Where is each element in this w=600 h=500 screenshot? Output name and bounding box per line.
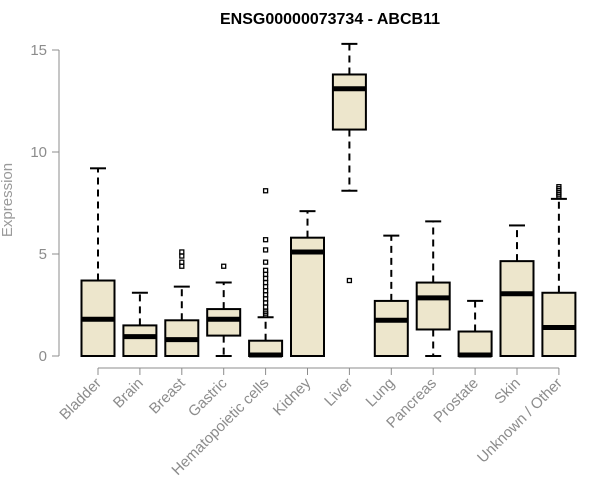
box-iqr bbox=[206, 308, 242, 337]
x-tick-label: Prostate bbox=[430, 375, 482, 427]
box-hematopoietic-cells bbox=[248, 188, 284, 358]
x-tick-label: Skin bbox=[491, 375, 524, 408]
box-lung bbox=[373, 234, 409, 358]
axes: 0 5 10 15 bbox=[30, 42, 560, 375]
box-iqr bbox=[122, 324, 158, 357]
box-iqr bbox=[415, 281, 451, 331]
outlier-point bbox=[262, 279, 269, 286]
outlier-point bbox=[556, 184, 562, 190]
box-skin bbox=[499, 224, 535, 358]
box-gastric bbox=[206, 263, 242, 357]
outlier-point bbox=[262, 288, 269, 294]
x-tick-label: Bladder bbox=[56, 375, 105, 424]
x-tick-label: Breast bbox=[146, 374, 189, 417]
y-axis-label: Expression bbox=[0, 163, 16, 237]
outlier-point bbox=[179, 259, 185, 265]
x-tick-label: Kidney bbox=[270, 374, 315, 419]
box-iqr bbox=[499, 260, 535, 358]
box-series bbox=[80, 42, 577, 358]
box-unknown-other bbox=[541, 184, 577, 358]
outlier-point bbox=[179, 253, 185, 259]
box-breast bbox=[164, 249, 200, 357]
outlier-point bbox=[262, 304, 269, 310]
x-tick-label: Lung bbox=[363, 375, 399, 411]
box-iqr bbox=[290, 236, 325, 357]
outlier-point bbox=[262, 296, 269, 302]
box-iqr bbox=[457, 330, 493, 357]
box-pancreas bbox=[415, 220, 451, 357]
box-kidney bbox=[290, 210, 325, 357]
box-brain bbox=[122, 291, 158, 357]
outlier-point bbox=[221, 263, 227, 269]
box-iqr bbox=[373, 299, 409, 358]
y-tick-label: 5 bbox=[39, 246, 47, 263]
outlier-point bbox=[262, 259, 269, 265]
outlier-point bbox=[262, 188, 269, 194]
outlier-point bbox=[179, 263, 185, 269]
outlier-point bbox=[262, 237, 269, 243]
x-tick-label: Liver bbox=[321, 375, 356, 410]
box-iqr bbox=[541, 291, 577, 358]
x-tick-label: Brain bbox=[110, 375, 147, 412]
y-tick-label: 10 bbox=[30, 144, 47, 161]
outlier-point bbox=[179, 249, 185, 255]
outlier-point bbox=[262, 283, 269, 290]
box-liver bbox=[331, 42, 367, 284]
y-tick-label: 15 bbox=[30, 42, 47, 59]
outlier-point bbox=[262, 300, 269, 306]
chart-title: ENSG00000073734 - ABCB11 bbox=[220, 11, 440, 28]
outlier-point bbox=[262, 271, 269, 278]
outlier-point bbox=[262, 292, 269, 298]
outlier-point bbox=[262, 275, 269, 282]
outlier-point bbox=[262, 247, 269, 253]
y-tick-label: 0 bbox=[39, 348, 47, 365]
box-iqr bbox=[331, 73, 367, 131]
box-bladder bbox=[80, 167, 116, 357]
outlier-point bbox=[262, 267, 269, 273]
box-prostate bbox=[457, 299, 493, 358]
outlier-point bbox=[346, 277, 353, 284]
